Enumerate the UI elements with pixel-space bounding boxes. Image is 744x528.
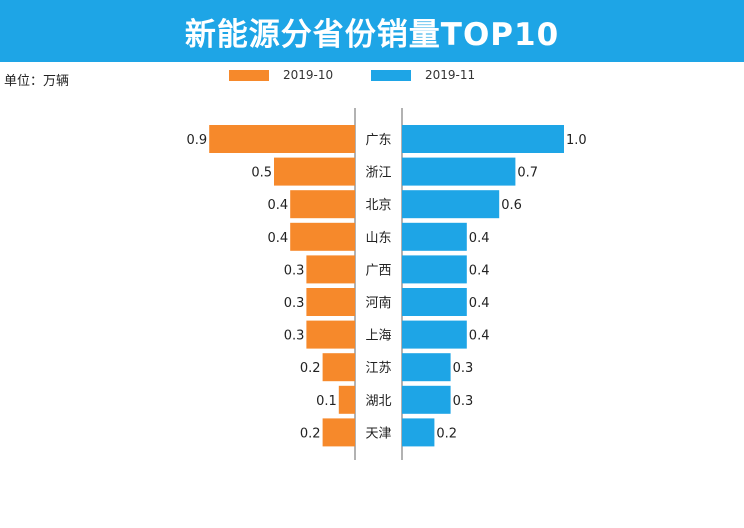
- bar-2019-10-5: [306, 288, 355, 316]
- bar-2019-10-6: [306, 320, 355, 349]
- legend-swatch-2019-11: [371, 69, 411, 81]
- data-label-2019-11-2: 0.6: [501, 198, 522, 213]
- data-label-2019-11-7: 0.3: [453, 361, 474, 376]
- data-label-2019-10-2: 0.4: [268, 198, 289, 213]
- legend-item-2019-11: 2019-11: [371, 68, 475, 82]
- category-label-1: 浙江: [365, 166, 391, 181]
- data-label-2019-11-9: 0.2: [436, 426, 457, 441]
- bar-2019-10-2: [290, 190, 355, 219]
- legend: 2019-10 2019-11: [0, 68, 744, 86]
- category-label-2: 北京: [365, 198, 391, 213]
- category-label-4: 广西: [365, 263, 391, 278]
- legend-label-2019-10: 2019-10: [283, 68, 334, 82]
- legend-swatch-2019-10: [229, 69, 269, 81]
- bar-2019-11-6: [402, 320, 467, 349]
- data-label-2019-11-3: 0.4: [469, 231, 490, 246]
- bar-2019-11-8: [402, 385, 451, 414]
- data-label-2019-10-0: 0.9: [187, 133, 208, 148]
- bar-2019-10-9: [322, 418, 355, 447]
- bar-2019-10-7: [322, 353, 355, 382]
- bar-2019-10-3: [290, 222, 355, 251]
- data-label-2019-11-5: 0.4: [469, 296, 490, 311]
- chart-title: 新能源分省份销量TOP10: [184, 16, 560, 53]
- data-label-2019-10-1: 0.5: [251, 166, 272, 181]
- category-label-7: 江苏: [365, 360, 391, 376]
- bar-2019-11-4: [402, 255, 467, 284]
- unit-label: 单位：万辆: [4, 74, 70, 89]
- bar-2019-11-2: [402, 190, 500, 219]
- data-label-2019-10-3: 0.4: [268, 231, 289, 246]
- header-banner: 新能源分省份销量TOP10: [0, 0, 744, 62]
- data-label-2019-11-0: 1.0: [566, 133, 587, 148]
- data-label-2019-10-4: 0.3: [284, 263, 305, 278]
- data-label-2019-10-6: 0.3: [284, 329, 305, 344]
- bar-2019-10-4: [306, 255, 355, 284]
- bar-2019-11-1: [402, 157, 516, 186]
- bar-2019-10-1: [274, 157, 355, 186]
- category-label-8: 湖北: [365, 394, 391, 409]
- data-label-2019-11-6: 0.4: [469, 329, 490, 344]
- data-label-2019-10-9: 0.2: [300, 426, 321, 441]
- bar-2019-11-9: [402, 418, 435, 447]
- category-label-9: 天津: [365, 426, 391, 441]
- data-label-2019-11-8: 0.3: [453, 394, 474, 409]
- category-label-6: 上海: [365, 329, 391, 344]
- data-label-2019-10-5: 0.3: [284, 296, 305, 311]
- bar-2019-11-3: [402, 222, 467, 251]
- legend-label-2019-11: 2019-11: [425, 68, 476, 82]
- butterfly-bar-chart: 0.9 1.0 广东 0.5 0.7 浙江 0.4 0.6 北京 0.4 0.4 山东 0.3 0.4 广西…: [187, 108, 587, 460]
- data-label-2019-11-4: 0.4: [469, 263, 490, 278]
- category-label-3: 山东: [365, 231, 391, 246]
- data-label-2019-10-8: 0.1: [316, 394, 337, 409]
- data-label-2019-10-7: 0.2: [300, 361, 321, 376]
- legend-item-2019-10: 2019-10: [229, 68, 333, 82]
- bar-2019-10-8: [338, 385, 355, 414]
- data-label-2019-11-1: 0.7: [517, 166, 538, 181]
- bar-2019-11-0: [402, 125, 564, 153]
- category-label-5: 河南: [365, 295, 391, 311]
- bar-2019-10-0: [209, 125, 355, 153]
- category-label-0: 广东: [365, 133, 391, 148]
- bar-2019-11-7: [402, 353, 451, 382]
- bar-2019-11-5: [402, 288, 467, 316]
